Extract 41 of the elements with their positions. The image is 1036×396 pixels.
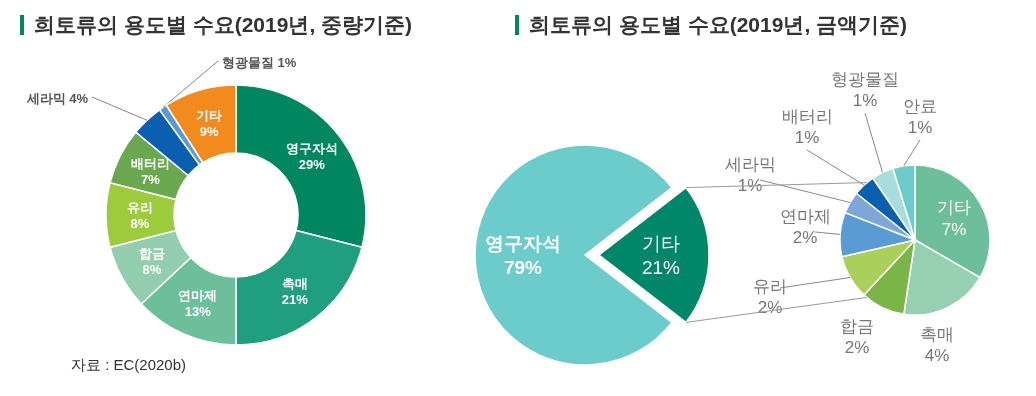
slice-label: 기타 — [642, 233, 680, 255]
data-label: 2% — [792, 228, 818, 248]
data-label: 1% — [852, 91, 878, 111]
slice-label: 영구자석 — [285, 140, 338, 156]
data-label: 29% — [298, 157, 326, 173]
data-label: 7% — [141, 172, 161, 188]
data-label: 1% — [794, 128, 820, 148]
data-label: 9% — [199, 123, 220, 139]
slice-label: 영구자석 — [485, 233, 561, 255]
data-label: 8% — [142, 262, 162, 278]
data-label: 2% — [757, 298, 783, 318]
slice-label: 합금 — [138, 246, 165, 261]
slice-label: 기타 — [196, 107, 223, 123]
chart-title: 희토류의 용도별 수요(2019년, 금액기준) — [529, 13, 908, 36]
slice-label: 촉매 — [281, 275, 308, 291]
slice-label: 합금 — [840, 317, 874, 336]
slice-label: 기타 — [936, 198, 971, 218]
slice-label: 배터리 — [130, 156, 170, 172]
slice-label: 세라믹 4% — [25, 91, 89, 106]
data-label: 7% — [941, 219, 967, 239]
slice-label: 유리 — [127, 199, 153, 215]
slice-label: 연마제 — [178, 287, 218, 303]
slice-label: 세라믹 — [724, 155, 776, 174]
chart-title: 희토류의 용도별 수요(2019년, 중량기준) — [34, 13, 413, 36]
slice-label: 형광물질 1% — [222, 55, 297, 70]
slice-label: 안료 — [903, 97, 937, 116]
slice-label: 배터리 — [781, 107, 833, 126]
data-label: 4% — [924, 346, 950, 366]
data-label: 1% — [907, 118, 933, 138]
slice-label: 연마제 — [779, 207, 831, 226]
text: 자료 : EC(2020b) — [71, 356, 187, 373]
slice-label: 촉매 — [920, 325, 954, 344]
slice-label: 형광물질 — [831, 70, 899, 89]
slice-label: 유리 — [753, 277, 787, 296]
data-label: 21% — [641, 257, 681, 278]
data-label: 13% — [184, 304, 212, 320]
data-label: 1% — [737, 176, 763, 196]
data-label: 8% — [130, 216, 150, 231]
data-label: 21% — [281, 291, 309, 307]
data-label: 2% — [844, 338, 870, 358]
data-label: 79% — [503, 257, 543, 278]
